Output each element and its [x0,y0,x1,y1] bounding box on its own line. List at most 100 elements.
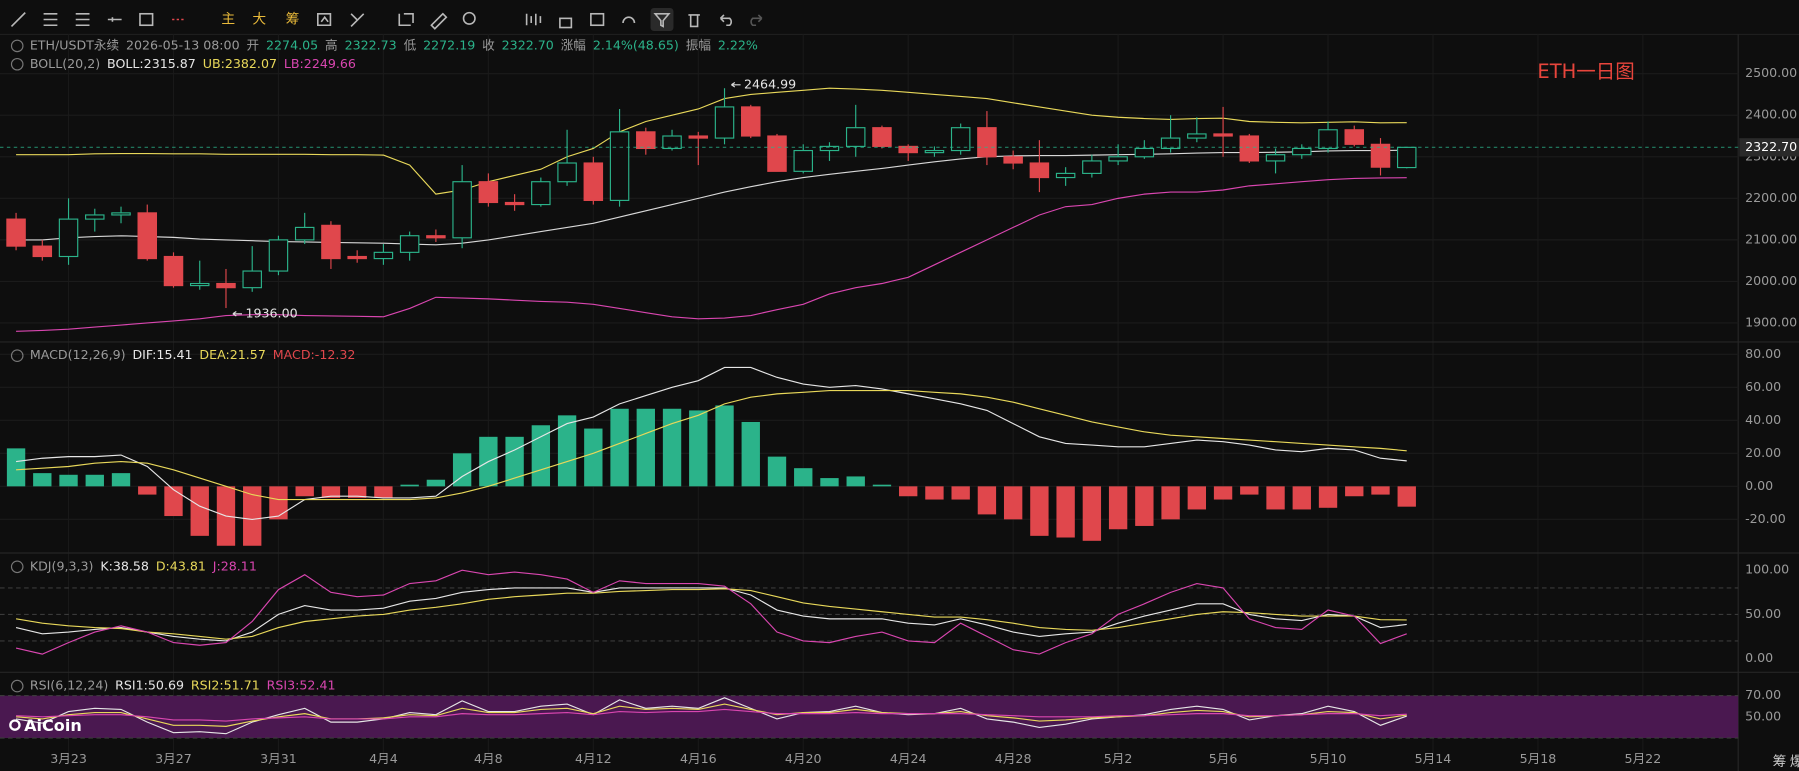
corner-button[interactable]: 爆 [1790,754,1799,770]
legend-item: 2272.19 [423,37,475,52]
collapse-icon[interactable] [10,39,24,53]
tool-pattern[interactable] [317,12,332,27]
legend-item: 低 [404,37,417,52]
macd-bar [636,408,655,487]
candle-body [504,201,525,206]
tool-visible[interactable] [590,12,605,27]
candle-body [1292,147,1312,156]
legend-item: KDJ(9,3,3) [30,558,94,573]
tool-hline[interactable] [43,12,58,27]
tool-label[interactable]: 大 [252,12,266,28]
macd-bar [347,486,367,498]
macd-bar [1213,486,1233,500]
legend-item: LB:2249.66 [284,56,356,71]
tool-ruler[interactable] [430,12,448,30]
collapse-icon[interactable] [10,57,24,71]
indicator-line [15,588,1407,640]
y-tick-label: 60.00 [1745,379,1781,394]
legend-item: 高 [325,37,338,52]
y-tick-label: 0.00 [1745,650,1773,665]
annotation-label: 2464.99 [744,76,796,91]
candle-body [216,282,236,289]
x-tick-label: 4月24 [890,751,927,766]
last-price-tag [1739,138,1799,157]
tool-ray[interactable] [107,17,122,22]
macd-bar [164,486,183,517]
tool-zoom[interactable] [462,11,476,25]
macd-bar [505,436,524,487]
candle-body [347,255,367,260]
candle-body [373,251,394,260]
tool-magnet[interactable] [622,16,636,24]
macd-bar [85,474,104,487]
candle-body [1003,156,1023,164]
y-tick-label: 2000.00 [1745,273,1797,288]
y-tick-label: 2200.00 [1745,190,1797,205]
macd-bar [1056,486,1075,538]
macd-bar [59,474,78,487]
legend-item: 2322.70 [502,37,554,52]
candle-body [321,224,341,260]
tool-channel[interactable] [75,12,90,27]
tool-bars[interactable] [525,13,542,26]
tool-label[interactable]: 筹 [286,11,300,28]
legend-item: UB:2382.07 [203,56,277,71]
macd-bar [6,448,26,487]
corner-button[interactable]: 筹 [1773,753,1787,770]
macd-bar [1003,486,1023,520]
macd-bar [138,486,157,495]
macd-bar [1108,486,1128,530]
macd-bar [1030,486,1049,536]
tool-lock[interactable] [559,17,573,29]
tool-brush[interactable] [350,13,365,27]
macd-bar [689,410,708,487]
macd-bar [899,486,918,497]
candle-body [977,127,997,158]
y-tick-label: 0.00 [1745,478,1773,493]
tool-rect[interactable] [139,12,154,27]
collapse-icon[interactable] [10,560,24,574]
collapse-icon[interactable] [10,349,24,362]
candle-body [819,145,840,152]
candle-body [294,226,315,241]
legend-item: MACD:-12.32 [273,347,356,362]
macd-bar [243,486,262,546]
legend-item: RSI3:52.41 [267,678,336,693]
macd-bar [1292,486,1311,510]
macd-bar [1371,486,1390,495]
candle-body [1239,135,1260,162]
candle-body [268,239,289,272]
tool-undo[interactable] [719,14,732,27]
y-tick-label: 70.00 [1745,687,1781,702]
tool-active-bg [650,8,674,31]
macd-bar [610,408,629,487]
tool-redo[interactable] [750,14,763,27]
tool-filter[interactable] [653,12,671,28]
x-tick-label: 5月14 [1415,751,1452,766]
tool-delete[interactable] [688,14,700,28]
rsi-band [0,695,1739,738]
legend-item: DEA:21.57 [199,347,265,362]
x-tick-label: 4月28 [995,751,1032,766]
tool-line[interactable] [10,12,26,27]
x-tick-label: 4月4 [369,751,398,766]
tool-crop[interactable] [398,12,414,27]
x-tick-label: 5月18 [1520,751,1557,766]
macd-bar [374,486,393,498]
toolbar [10,8,763,31]
indicator-line [16,177,1407,332]
candle-body [1344,129,1365,145]
collapse-icon[interactable] [10,679,24,693]
candle-body [1134,147,1155,158]
legend-item: 2.14%(48.65) [593,37,679,52]
y-tick-label: 2100.00 [1745,231,1797,246]
macd-bar [1318,486,1338,508]
macd-bar [820,478,839,487]
candle-body [1029,162,1050,179]
y-tick-label: 1900.00 [1745,314,1797,329]
indicator-line [16,708,1407,722]
legend-item: 开 [247,37,260,52]
tool-label[interactable]: 主 [221,12,235,28]
